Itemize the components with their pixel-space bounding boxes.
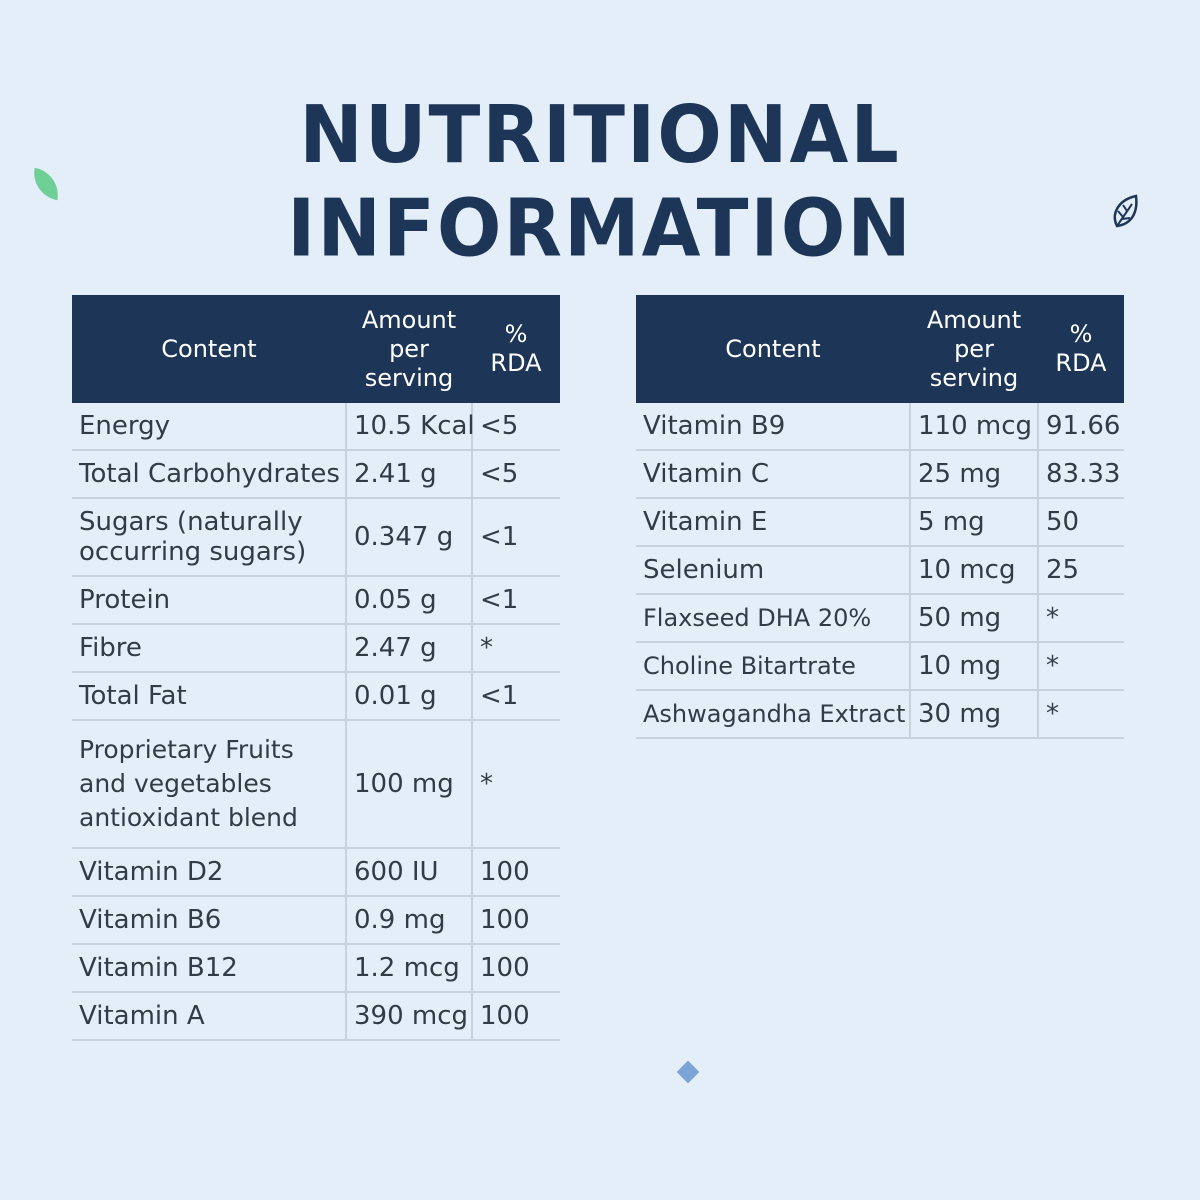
table-row: Vitamin E 5 mg 50 [636,498,1124,547]
cell-rda: 100 [471,992,560,1041]
cell-amount: 10.5 Kcal [345,403,475,451]
cell-rda: * [1037,642,1124,691]
cell-amount: 2.47 g [345,624,472,673]
cell-rda: 100 [471,944,560,993]
table-header-row: Content Amount per serving % RDA [636,295,1124,403]
table-header-row: Content Amount per serving % RDA [72,295,560,403]
header-content: Content [72,295,346,403]
cell-rda: * [471,720,560,849]
nutrition-table-left: Content Amount per serving % RDA Energy … [72,295,560,1041]
cell-content: Vitamin A [72,992,346,1041]
cell-amount: 0.9 mg [345,896,472,945]
cell-rda: 100 [471,848,560,897]
header-rda: % RDA [472,295,560,403]
cell-content: Vitamin C [636,450,910,499]
cell-amount: 600 IU [345,848,472,897]
cell-content: Ashwagandha Extract [636,690,910,739]
header-content: Content [636,295,910,403]
table-row: Energy 10.5 Kcal <5 [72,403,560,451]
cell-rda: * [471,624,560,673]
cell-amount: 0.01 g [345,672,472,721]
table-row: Selenium 10 mcg 25 [636,546,1124,595]
header-amount: Amount per serving [910,295,1038,403]
cell-content: Energy [72,403,346,451]
cell-amount: 10 mcg [909,546,1038,595]
cell-content: Vitamin B9 [636,403,910,451]
cell-rda: <1 [471,576,560,625]
cell-amount: 2.41 g [345,450,472,499]
cell-content: Vitamin E [636,498,910,547]
cell-rda: 25 [1037,546,1124,595]
cell-amount: 0.347 g [345,498,472,577]
cell-amount: 30 mg [909,690,1038,739]
cell-content: Flaxseed DHA 20% [636,594,910,643]
cell-content: Vitamin D2 [72,848,346,897]
table-row: Vitamin B6 0.9 mg 100 [72,896,560,945]
cell-amount: 1.2 mcg [345,944,472,993]
cell-amount: 390 mcg [345,992,472,1041]
table-row: Choline Bitartrate 10 mg * [636,642,1124,691]
cell-rda: * [1037,594,1124,643]
cell-amount: 5 mg [909,498,1038,547]
cell-content: Total Carbohydrates [72,450,346,499]
table-row: Vitamin B9 110 mcg 91.66 [636,403,1124,451]
cell-content: Proprietary Fruits and vegetables antiox… [72,720,346,849]
nutrition-table-right: Content Amount per serving % RDA Vitamin… [636,295,1124,739]
cell-rda: 91.66 [1037,403,1124,451]
cell-content: Fibre [72,624,346,673]
cell-rda: 83.33 [1037,450,1124,499]
leaf-outline-icon [1113,194,1138,228]
table-row: Total Carbohydrates 2.41 g <5 [72,450,560,499]
table-row: Protein 0.05 g <1 [72,576,560,625]
cell-amount: 50 mg [909,594,1038,643]
page-title: NUTRITIONAL INFORMATION [287,87,913,275]
table-row: Vitamin C 25 mg 83.33 [636,450,1124,499]
cell-content: Choline Bitartrate [636,642,910,691]
header-rda: % RDA [1038,295,1124,403]
cell-content: Selenium [636,546,910,595]
cell-amount: 0.05 g [345,576,472,625]
table-row: Proprietary Fruits and vegetables antiox… [72,720,560,849]
cell-rda: 50 [1037,498,1124,547]
table-row: Vitamin A 390 mcg 100 [72,992,560,1041]
cell-rda: * [1037,690,1124,739]
table-row: Flaxseed DHA 20% 50 mg * [636,594,1124,643]
cell-rda: <5 [471,403,560,451]
header-amount: Amount per serving [346,295,472,403]
table-row: Vitamin D2 600 IU 100 [72,848,560,897]
diamond-icon [676,1060,700,1084]
cell-rda: <5 [471,450,560,499]
cell-content: Vitamin B12 [72,944,346,993]
table-row: Ashwagandha Extract 30 mg * [636,690,1124,739]
table-row: Fibre 2.47 g * [72,624,560,673]
cell-amount: 100 mg [345,720,472,849]
cell-content: Total Fat [72,672,346,721]
cell-content: Vitamin B6 [72,896,346,945]
table-row: Vitamin B12 1.2 mcg 100 [72,944,560,993]
cell-amount: 25 mg [909,450,1038,499]
cell-amount: 110 mcg [909,403,1038,451]
table-row: Total Fat 0.01 g <1 [72,672,560,721]
cell-rda: 100 [471,896,560,945]
cell-content: Sugars (naturally occurring sugars) [72,498,346,577]
cell-content: Protein [72,576,346,625]
cell-rda: <1 [471,498,560,577]
table-row: Sugars (naturally occurring sugars) 0.34… [72,498,560,577]
cell-amount: 10 mg [909,642,1038,691]
cell-rda: <1 [471,672,560,721]
